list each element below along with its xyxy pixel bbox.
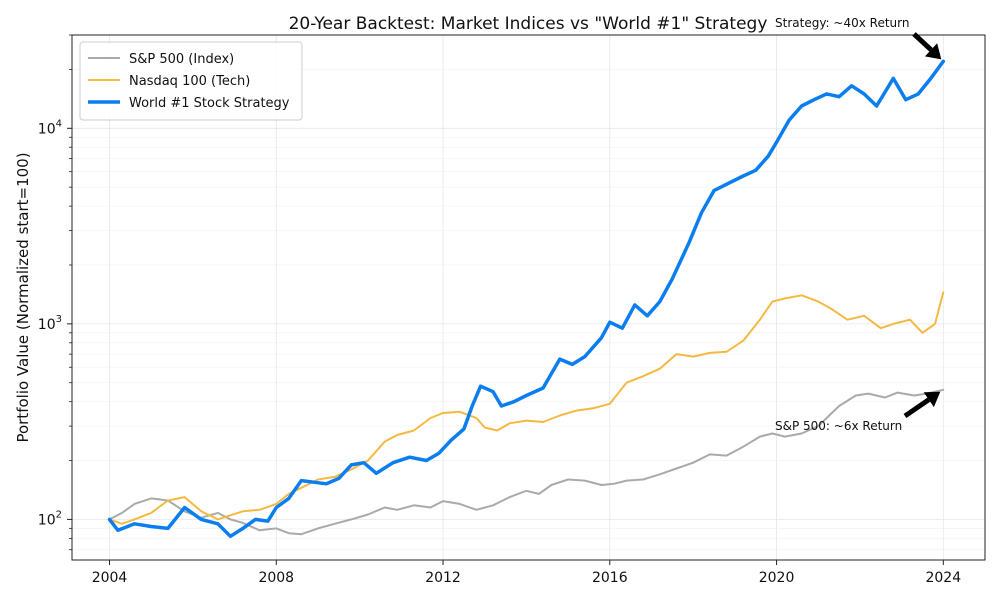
y-axis-label: Portfolio Value (Normalized start=100)	[14, 152, 32, 442]
series-line-1	[108, 291, 945, 525]
annotation-arrow-sp500	[903, 391, 941, 419]
x-tick-label: 2020	[759, 570, 795, 586]
grid	[72, 34, 985, 560]
annotations: Strategy: ~40x Return S&P 500: ~6x Return	[775, 16, 942, 433]
legend-label-0: S&P 500 (Index)	[129, 52, 234, 67]
legend-box	[79, 41, 303, 121]
series-lines	[107, 59, 946, 539]
y-tick-label: 103	[38, 314, 62, 333]
chart-title: 20-Year Backtest: Market Indices vs "Wor…	[289, 14, 768, 34]
plot-frame	[71, 34, 986, 561]
series-line-0	[108, 388, 945, 536]
annotation-arrow-strategy	[912, 32, 942, 60]
x-tick-label: 2008	[258, 570, 294, 586]
x-axis-ticks: 2004 2008 2012 2016 2020 2024	[92, 560, 961, 586]
legend: S&P 500 (Index) Nasdaq 100 (Tech) World #1…	[79, 41, 303, 121]
annotation-sp500-return: S&P 500: ~6x Return	[775, 419, 902, 433]
legend-label-2: World #1 Stock Strategy	[129, 96, 290, 111]
x-tick-label: 2012	[425, 570, 461, 586]
legend-label-1: Nasdaq 100 (Tech)	[129, 74, 250, 89]
series-line-2	[107, 59, 946, 539]
y-tick-label: 102	[38, 509, 62, 528]
x-tick-label: 2004	[92, 570, 128, 586]
y-axis-ticks: 102 103 104	[38, 34, 72, 551]
x-tick-label: 2016	[592, 570, 628, 586]
y-tick-label: 104	[38, 118, 62, 137]
x-tick-label: 2024	[925, 570, 961, 586]
annotation-strategy-return: Strategy: ~40x Return	[775, 16, 909, 30]
